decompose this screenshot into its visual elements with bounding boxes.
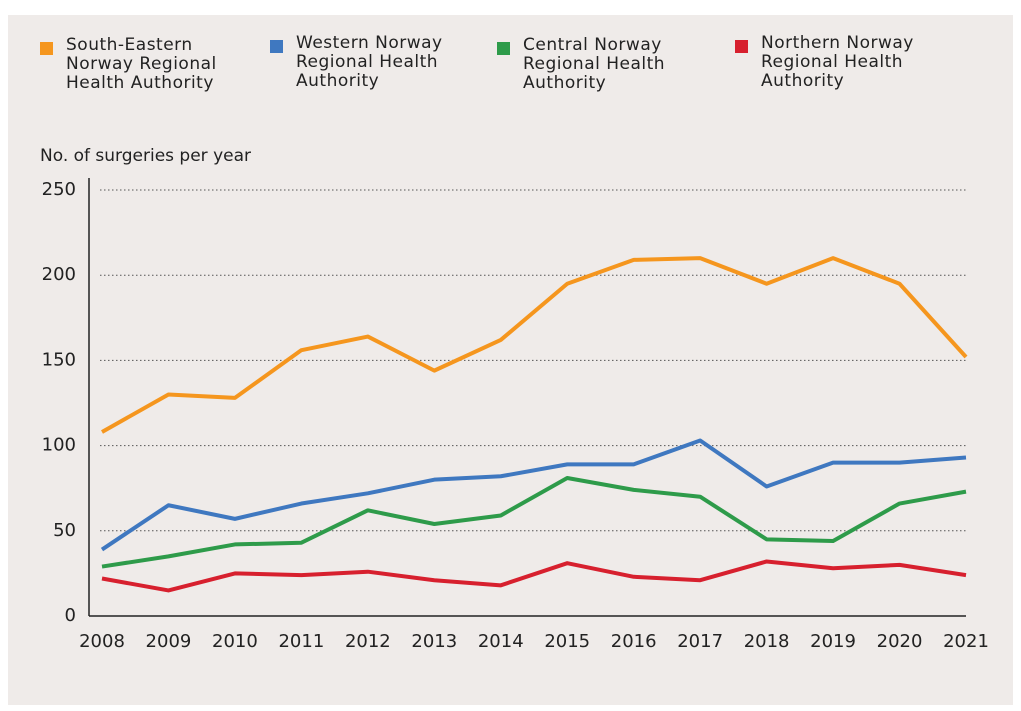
legend-swatch	[270, 40, 283, 53]
y-tick-label: 150	[42, 349, 76, 370]
y-axis-label: No. of surgeries per year	[40, 146, 251, 166]
x-tick-label: 2020	[877, 631, 923, 652]
series-line	[101, 559, 967, 593]
y-tick-label: 100	[42, 435, 76, 456]
series-line	[100, 438, 967, 552]
legend-label: Central Norway Regional Health Authority	[523, 35, 666, 93]
x-tick-label: 2012	[345, 631, 391, 652]
x-tick-label: 2021	[943, 631, 989, 652]
legend-label: South-Eastern Norway Regional Health Aut…	[66, 35, 217, 93]
series-line	[101, 475, 967, 569]
y-tick-label: 200	[42, 264, 76, 285]
legend-swatch	[40, 42, 53, 55]
legend-label: Western Norway Regional Health Authority	[296, 33, 443, 91]
x-tick-label: 2008	[79, 631, 125, 652]
x-tick-label: 2019	[810, 631, 856, 652]
x-tick-label: 2011	[278, 631, 324, 652]
x-tick-label: 2018	[744, 631, 790, 652]
series-line	[101, 256, 968, 434]
x-tick-label: 2015	[544, 631, 590, 652]
y-tick-label: 250	[42, 179, 76, 200]
x-tick-label: 2016	[611, 631, 657, 652]
legend-label: Northern Norway Regional Health Authorit…	[761, 33, 914, 91]
x-tick-label: 2009	[146, 631, 192, 652]
x-tick-label: 2014	[478, 631, 524, 652]
legend-swatch	[497, 42, 510, 55]
y-tick-label: 0	[65, 605, 76, 626]
x-tick-label: 2010	[212, 631, 258, 652]
x-tick-label: 2013	[411, 631, 457, 652]
y-tick-label: 50	[53, 520, 76, 541]
legend-swatch	[735, 40, 748, 53]
x-tick-label: 2017	[677, 631, 723, 652]
